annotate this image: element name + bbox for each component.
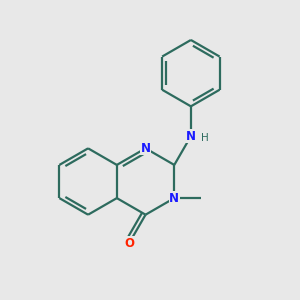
Text: N: N (141, 142, 151, 155)
Text: O: O (124, 237, 134, 250)
Text: N: N (186, 130, 196, 143)
Text: N: N (169, 192, 179, 205)
Text: H: H (202, 133, 209, 143)
